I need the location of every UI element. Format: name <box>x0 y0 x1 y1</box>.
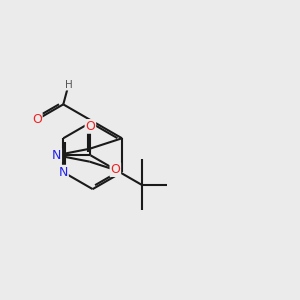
Text: O: O <box>85 120 95 133</box>
Text: N: N <box>52 149 61 162</box>
Text: H: H <box>65 80 72 90</box>
Text: N: N <box>58 166 68 179</box>
Text: O: O <box>32 113 42 126</box>
Text: O: O <box>110 163 120 176</box>
